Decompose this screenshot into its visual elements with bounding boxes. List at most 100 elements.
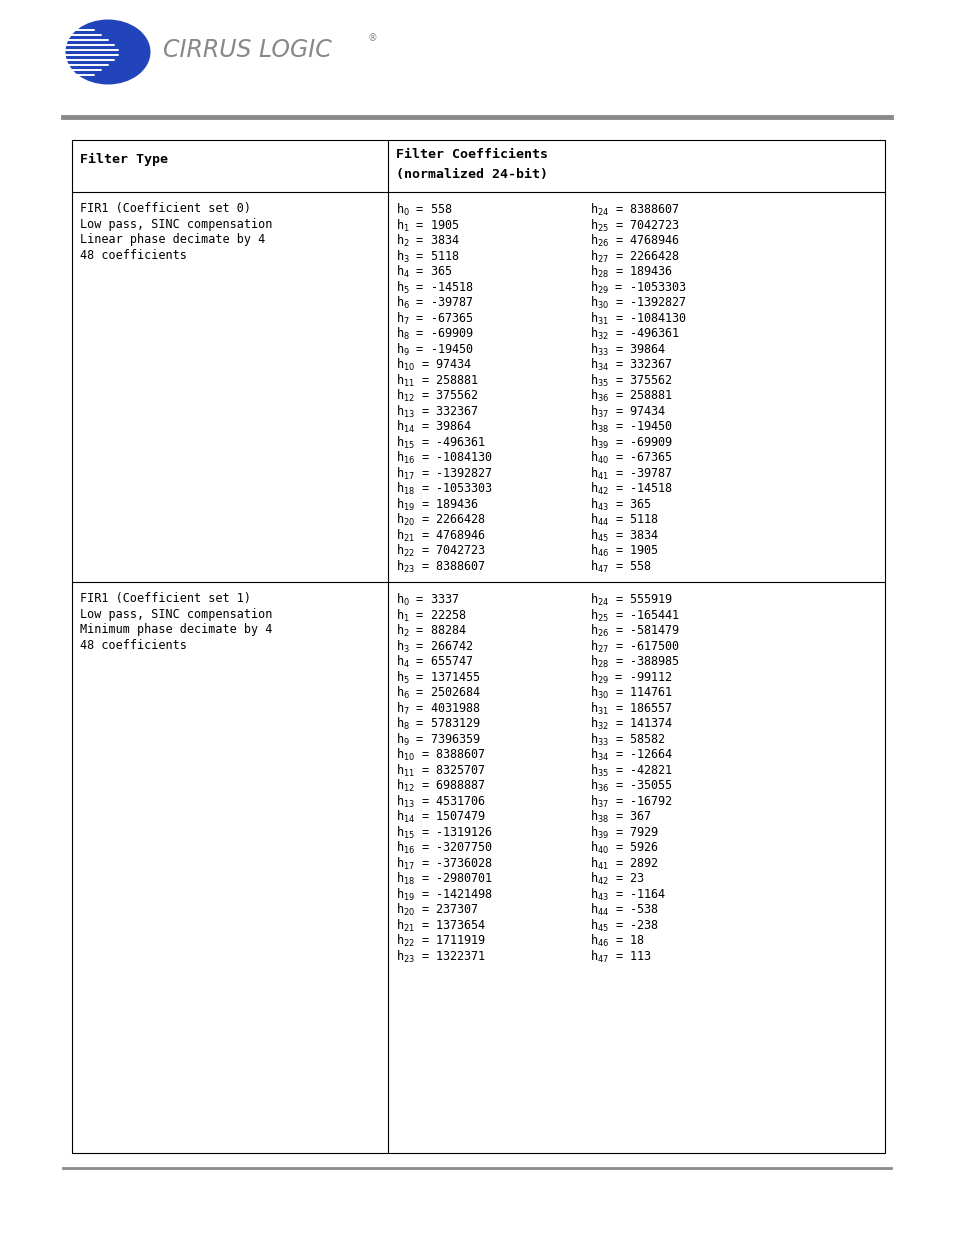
- Text: h$_{28}$ = -388985: h$_{28}$ = -388985: [589, 655, 679, 671]
- Text: h$_{23}$ = 8388607: h$_{23}$ = 8388607: [395, 558, 485, 574]
- Text: h$_{5}$ = 1371455: h$_{5}$ = 1371455: [395, 669, 480, 685]
- Text: h$_{0}$ = 558: h$_{0}$ = 558: [395, 203, 452, 219]
- Text: h$_{30}$ = 114761: h$_{30}$ = 114761: [589, 685, 672, 701]
- Text: h$_{36}$ = -35055: h$_{36}$ = -35055: [589, 778, 672, 794]
- Text: Linear phase decimate by 4: Linear phase decimate by 4: [80, 233, 265, 246]
- Text: h$_{17}$ = -1392827: h$_{17}$ = -1392827: [395, 466, 493, 482]
- Text: h$_{24}$ = 555919: h$_{24}$ = 555919: [589, 592, 672, 608]
- Text: Low pass, SINC compensation: Low pass, SINC compensation: [80, 608, 273, 620]
- Text: h$_{8}$ = -69909: h$_{8}$ = -69909: [395, 326, 474, 342]
- Text: h$_{20}$ = 2266428: h$_{20}$ = 2266428: [395, 513, 485, 529]
- Text: h$_{32}$ = 141374: h$_{32}$ = 141374: [589, 716, 673, 732]
- Text: h$_{39}$ = -69909: h$_{39}$ = -69909: [589, 435, 672, 451]
- Text: h$_{38}$ = 367: h$_{38}$ = 367: [589, 809, 651, 825]
- Text: h$_{32}$ = -496361: h$_{32}$ = -496361: [589, 326, 679, 342]
- Text: h$_{35}$ = -42821: h$_{35}$ = -42821: [589, 762, 672, 778]
- Text: h$_{43}$ = 365: h$_{43}$ = 365: [589, 496, 651, 513]
- Text: h$_{9}$ = -19450: h$_{9}$ = -19450: [395, 342, 473, 358]
- Text: h$_{45}$ = -238: h$_{45}$ = -238: [589, 918, 658, 934]
- Text: h$_{30}$ = -1392827: h$_{30}$ = -1392827: [589, 295, 686, 311]
- Text: h$_{26}$ = -581479: h$_{26}$ = -581479: [589, 622, 679, 638]
- Text: h$_{14}$ = 1507479: h$_{14}$ = 1507479: [395, 809, 485, 825]
- Text: h$_{46}$ = 18: h$_{46}$ = 18: [589, 932, 644, 950]
- Text: Low pass, SINC compensation: Low pass, SINC compensation: [80, 217, 273, 231]
- Text: h$_{3}$ = 5118: h$_{3}$ = 5118: [395, 248, 459, 264]
- Text: h$_{34}$ = -12664: h$_{34}$ = -12664: [589, 747, 673, 763]
- Text: 48 coefficients: 48 coefficients: [80, 638, 187, 652]
- Text: h$_{27}$ = 2266428: h$_{27}$ = 2266428: [589, 248, 679, 264]
- Text: h$_{31}$ = 186557: h$_{31}$ = 186557: [589, 700, 672, 716]
- Text: h$_{15}$ = -1319126: h$_{15}$ = -1319126: [395, 825, 493, 841]
- Text: h$_{15}$ = -496361: h$_{15}$ = -496361: [395, 435, 485, 451]
- Text: h$_{4}$ = 365: h$_{4}$ = 365: [395, 264, 452, 280]
- Text: h$_{21}$ = 1373654: h$_{21}$ = 1373654: [395, 918, 486, 934]
- Text: h$_{40}$ = 5926: h$_{40}$ = 5926: [589, 840, 658, 856]
- Text: h$_{33}$ = 39864: h$_{33}$ = 39864: [589, 342, 665, 358]
- Text: h$_{19}$ = 189436: h$_{19}$ = 189436: [395, 496, 478, 513]
- Text: h$_{4}$ = 655747: h$_{4}$ = 655747: [395, 655, 473, 671]
- Text: Minimum phase decimate by 4: Minimum phase decimate by 4: [80, 622, 273, 636]
- Text: h$_{0}$ = 3337: h$_{0}$ = 3337: [395, 592, 458, 608]
- Text: h$_{47}$ = 113: h$_{47}$ = 113: [589, 948, 651, 965]
- Text: h$_{12}$ = 6988887: h$_{12}$ = 6988887: [395, 778, 485, 794]
- Text: h$_{2}$ = 3834: h$_{2}$ = 3834: [395, 233, 459, 249]
- Text: h$_{12}$ = 375562: h$_{12}$ = 375562: [395, 388, 478, 404]
- Text: h$_{26}$ = 4768946: h$_{26}$ = 4768946: [589, 233, 679, 249]
- Text: h$_{44}$ = 5118: h$_{44}$ = 5118: [589, 513, 658, 529]
- Text: h$_{7}$ = -67365: h$_{7}$ = -67365: [395, 310, 473, 326]
- Text: h$_{5}$ = -14518: h$_{5}$ = -14518: [395, 279, 473, 295]
- Text: h$_{14}$ = 39864: h$_{14}$ = 39864: [395, 419, 472, 435]
- Text: h$_{29}$ = -99112: h$_{29}$ = -99112: [589, 669, 672, 685]
- Text: h$_{41}$ = 2892: h$_{41}$ = 2892: [589, 856, 658, 872]
- Text: h$_{19}$ = -1421498: h$_{19}$ = -1421498: [395, 887, 493, 903]
- Text: h$_{18}$ = -1053303: h$_{18}$ = -1053303: [395, 480, 493, 498]
- Text: h$_{40}$ = -67365: h$_{40}$ = -67365: [589, 450, 672, 466]
- Text: h$_{28}$ = 189436: h$_{28}$ = 189436: [589, 264, 672, 280]
- Text: h$_{9}$ = 7396359: h$_{9}$ = 7396359: [395, 731, 480, 747]
- Text: h$_{1}$ = 22258: h$_{1}$ = 22258: [395, 608, 466, 624]
- Text: h$_{16}$ = -3207750: h$_{16}$ = -3207750: [395, 840, 493, 856]
- Text: h$_{11}$ = 8325707: h$_{11}$ = 8325707: [395, 762, 485, 778]
- Text: CIRRUS LOGIC: CIRRUS LOGIC: [163, 38, 332, 62]
- Text: h$_{10}$ = 8388607: h$_{10}$ = 8388607: [395, 747, 485, 763]
- Text: Filter Type: Filter Type: [80, 153, 168, 165]
- Text: h$_{33}$ = 58582: h$_{33}$ = 58582: [589, 731, 665, 747]
- Text: 48 coefficients: 48 coefficients: [80, 248, 187, 262]
- Text: (normalized 24-bit): (normalized 24-bit): [395, 168, 547, 182]
- Text: h$_{41}$ = -39787: h$_{41}$ = -39787: [589, 466, 672, 482]
- Text: h$_{16}$ = -1084130: h$_{16}$ = -1084130: [395, 450, 493, 466]
- Text: ®: ®: [368, 33, 377, 43]
- Text: h$_{6}$ = -39787: h$_{6}$ = -39787: [395, 295, 473, 311]
- Text: h$_{6}$ = 2502684: h$_{6}$ = 2502684: [395, 685, 480, 701]
- Text: h$_{37}$ = 97434: h$_{37}$ = 97434: [589, 404, 665, 420]
- Text: h$_{25}$ = 7042723: h$_{25}$ = 7042723: [589, 217, 679, 233]
- Text: h$_{21}$ = 4768946: h$_{21}$ = 4768946: [395, 527, 485, 543]
- Text: h$_{18}$ = -2980701: h$_{18}$ = -2980701: [395, 871, 493, 887]
- Text: h$_{20}$ = 237307: h$_{20}$ = 237307: [395, 902, 478, 918]
- Text: h$_{46}$ = 1905: h$_{46}$ = 1905: [589, 543, 658, 559]
- Text: h$_{36}$ = 258881: h$_{36}$ = 258881: [589, 388, 672, 404]
- Text: h$_{47}$ = 558: h$_{47}$ = 558: [589, 558, 651, 574]
- Text: h$_{29}$ = -1053303: h$_{29}$ = -1053303: [589, 279, 686, 295]
- Ellipse shape: [66, 20, 151, 84]
- Text: h$_{27}$ = -617500: h$_{27}$ = -617500: [589, 638, 679, 655]
- Text: h$_{11}$ = 258881: h$_{11}$ = 258881: [395, 373, 478, 389]
- Text: h$_{22}$ = 7042723: h$_{22}$ = 7042723: [395, 543, 485, 559]
- Text: h$_{34}$ = 332367: h$_{34}$ = 332367: [589, 357, 672, 373]
- Text: h$_{2}$ = 88284: h$_{2}$ = 88284: [395, 622, 466, 638]
- Text: h$_{13}$ = 332367: h$_{13}$ = 332367: [395, 404, 478, 420]
- Text: h$_{25}$ = -165441: h$_{25}$ = -165441: [589, 608, 679, 624]
- Text: h$_{24}$ = 8388607: h$_{24}$ = 8388607: [589, 203, 679, 219]
- Text: h$_{37}$ = -16792: h$_{37}$ = -16792: [589, 794, 672, 810]
- Text: h$_{43}$ = -1164: h$_{43}$ = -1164: [589, 887, 665, 903]
- Text: h$_{45}$ = 3834: h$_{45}$ = 3834: [589, 527, 659, 543]
- Text: h$_{22}$ = 1711919: h$_{22}$ = 1711919: [395, 932, 485, 950]
- Text: h$_{42}$ = -14518: h$_{42}$ = -14518: [589, 480, 672, 498]
- Text: h$_{31}$ = -1084130: h$_{31}$ = -1084130: [589, 310, 686, 326]
- Text: h$_{23}$ = 1322371: h$_{23}$ = 1322371: [395, 948, 485, 965]
- Text: FIR1 (Coefficient set 0): FIR1 (Coefficient set 0): [80, 203, 251, 215]
- Text: h$_{8}$ = 5783129: h$_{8}$ = 5783129: [395, 716, 480, 732]
- Text: h$_{44}$ = -538: h$_{44}$ = -538: [589, 902, 658, 918]
- Text: h$_{42}$ = 23: h$_{42}$ = 23: [589, 871, 644, 887]
- Text: h$_{17}$ = -3736028: h$_{17}$ = -3736028: [395, 856, 493, 872]
